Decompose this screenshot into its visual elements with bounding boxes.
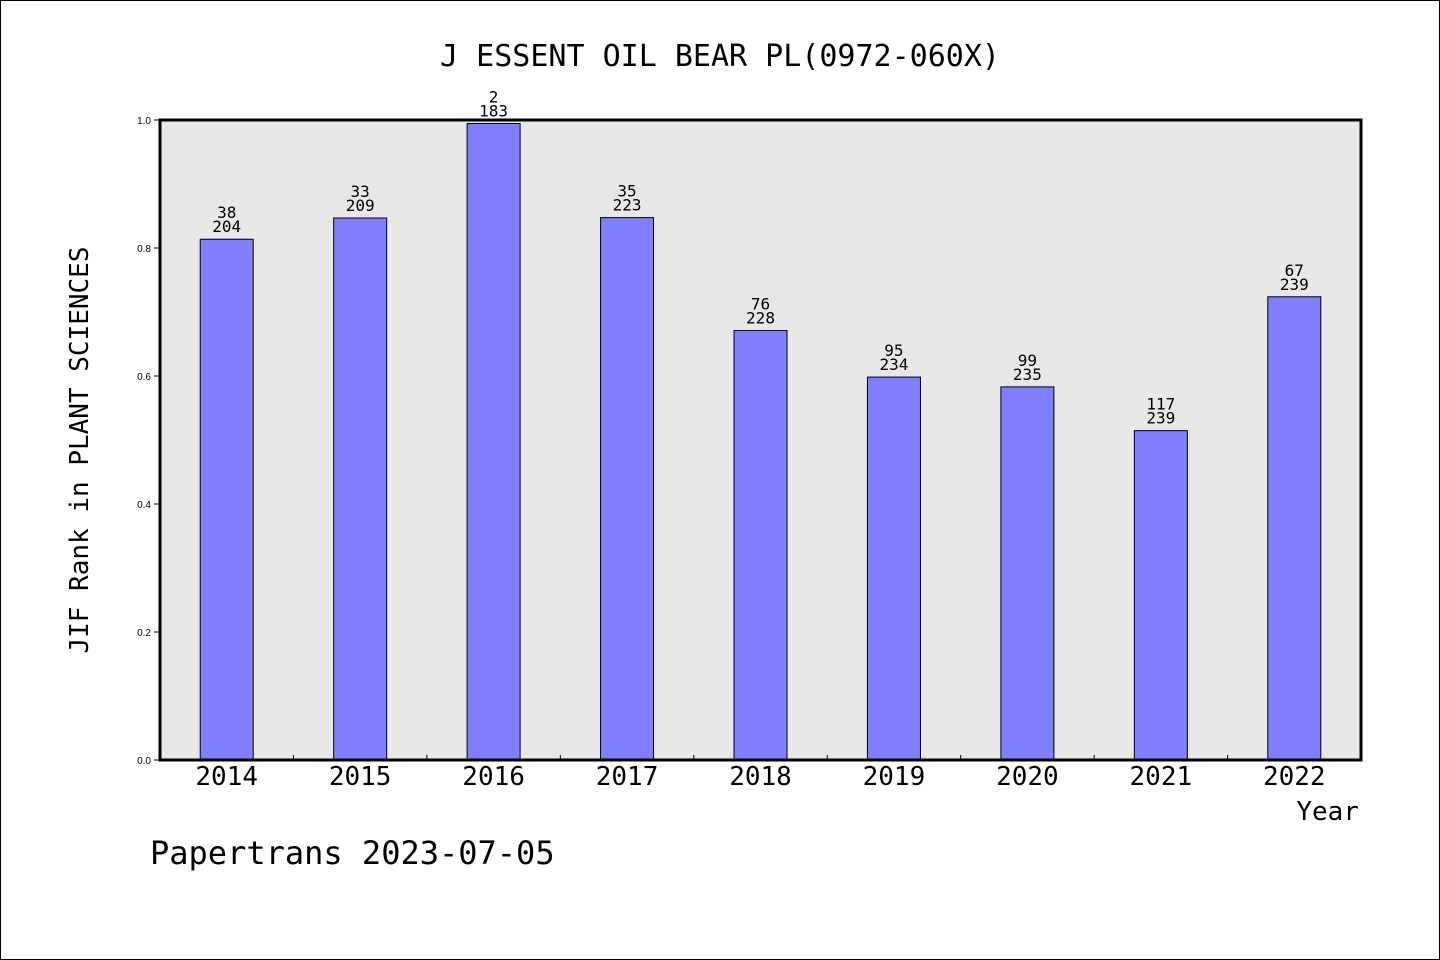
bar-total-label: 183 xyxy=(479,102,508,121)
plot-border xyxy=(158,118,1363,762)
x-tick-label: 2016 xyxy=(462,762,525,792)
bar-rank-label: 95 xyxy=(884,341,903,360)
bar-2020 xyxy=(1000,386,1055,761)
x-axis-label: Year xyxy=(1296,797,1359,827)
bar-total-label: 239 xyxy=(1280,275,1309,294)
bar-rank-label: 35 xyxy=(617,182,636,201)
bar-rank-label: 117 xyxy=(1146,395,1175,414)
bar-rank-label: 76 xyxy=(751,294,770,313)
x-axis: 2014 2015 2016 2017 2018 2019 2020 2021 2022 xyxy=(195,755,1326,792)
x-tick-label: 2021 xyxy=(1130,762,1193,792)
x-tick-label: 2017 xyxy=(596,762,659,792)
y-tick-label: 0.8 xyxy=(137,244,151,255)
bar-total-label: 204 xyxy=(212,217,241,236)
bar-total-label: 223 xyxy=(613,196,642,215)
bar-2018 xyxy=(733,329,788,761)
y-tick-label: 1.0 xyxy=(137,116,151,127)
bar-2016 xyxy=(466,123,521,761)
bar-2017 xyxy=(600,217,655,761)
bar-2022 xyxy=(1267,296,1322,761)
y-tick-label: 0.0 xyxy=(137,756,151,767)
chart-title: J ESSENT OIL BEAR PL(0972-060X) xyxy=(440,39,1000,74)
bar-total-label: 234 xyxy=(879,355,908,374)
y-axis: 0.0 0.2 0.4 0.6 0.8 1.0 xyxy=(137,116,160,767)
y-axis-label: JIF Rank in PLANT SCIENCES xyxy=(65,247,95,654)
bar-rank-label: 33 xyxy=(351,182,370,201)
bars-group xyxy=(199,123,1322,761)
x-tick-label: 2020 xyxy=(996,762,1059,792)
bar-total-label: 209 xyxy=(346,196,375,215)
bar-total-label: 228 xyxy=(746,308,775,327)
y-tick-label: 0.6 xyxy=(137,372,151,383)
bar-2015 xyxy=(333,217,388,761)
x-tick-label: 2014 xyxy=(195,762,258,792)
footer-credit: Papertrans 2023-07-05 xyxy=(150,834,555,872)
bar-rank-label: 38 xyxy=(217,203,236,222)
bar-rank-label: 99 xyxy=(1018,351,1037,370)
y-tick-label: 0.2 xyxy=(137,628,151,639)
bar-total-label: 239 xyxy=(1146,409,1175,428)
x-tick-label: 2022 xyxy=(1263,762,1326,792)
x-tick-label: 2019 xyxy=(863,762,926,792)
x-tick-label: 2015 xyxy=(329,762,392,792)
bar-2021 xyxy=(1133,430,1188,761)
bar-rank-label: 67 xyxy=(1285,261,1304,280)
bar-total-label: 235 xyxy=(1013,365,1042,384)
bar-2014 xyxy=(199,238,254,761)
bar-rank-label: 2 xyxy=(489,88,499,107)
bar-2019 xyxy=(866,376,921,761)
y-tick-label: 0.4 xyxy=(137,500,151,511)
x-tick-label: 2018 xyxy=(729,762,792,792)
